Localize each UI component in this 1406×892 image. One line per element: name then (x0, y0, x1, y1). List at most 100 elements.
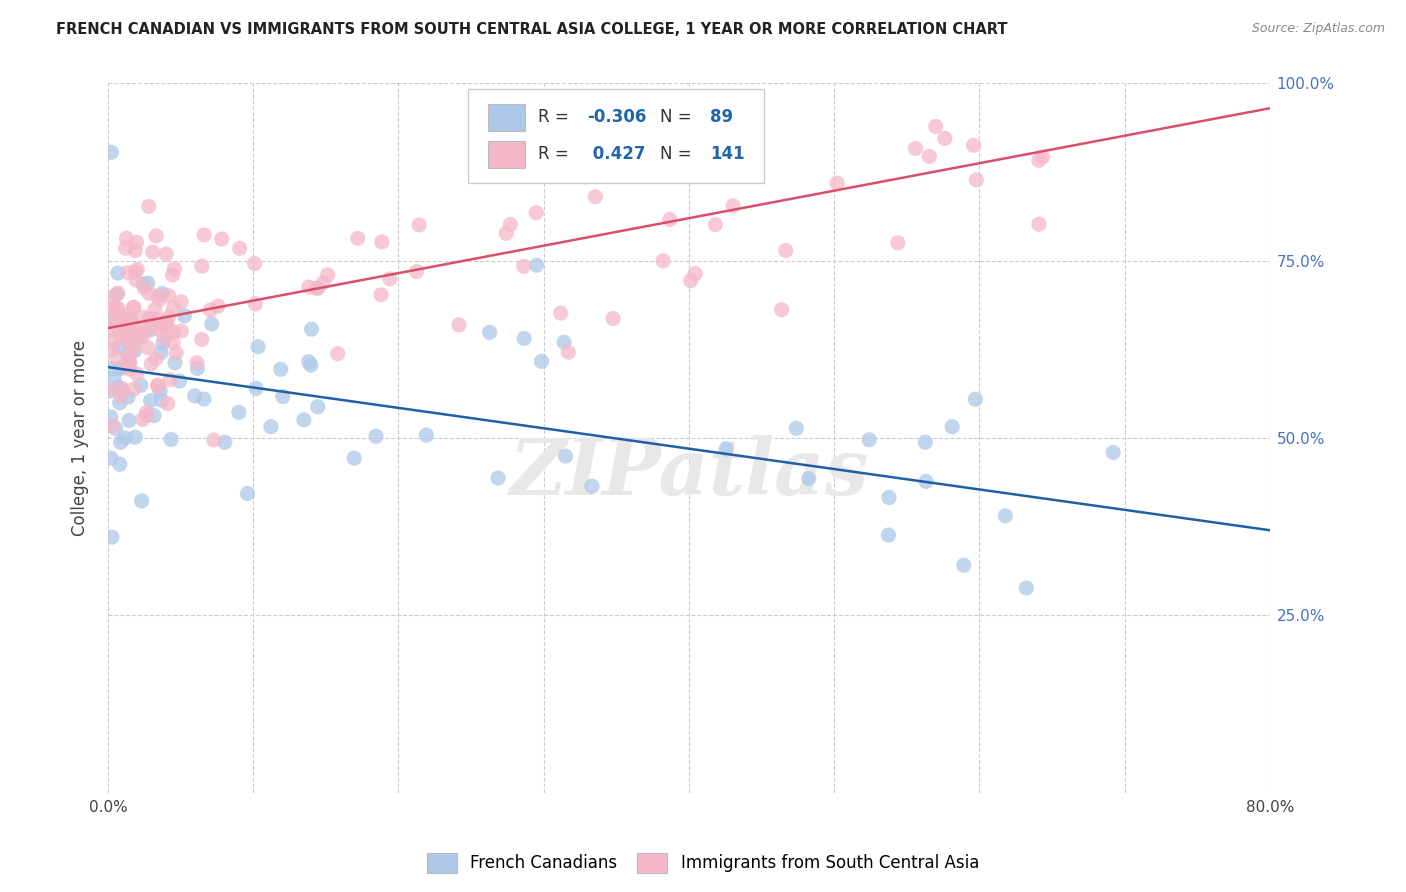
Point (486, 471, 509, 485)
Point (131, 494, 153, 508)
Point (236, 486, 259, 500)
Point (101, 530, 124, 544)
Point (153, 331, 176, 345)
Point (138, 311, 160, 326)
Point (131, 330, 153, 344)
Point (408, 218, 430, 232)
Text: 0.427: 0.427 (586, 145, 645, 163)
Point (108, 396, 131, 410)
Point (301, 322, 323, 336)
Point (211, 232, 233, 246)
Point (228, 405, 250, 419)
Point (155, 247, 177, 261)
Point (132, 277, 155, 292)
Point (129, 378, 152, 392)
Point (110, 310, 132, 325)
Point (170, 294, 193, 309)
Text: -0.306: -0.306 (586, 109, 645, 127)
Point (148, 293, 170, 307)
Point (526, 258, 548, 272)
Point (247, 340, 270, 354)
Point (904, 141, 927, 155)
Point (105, 304, 128, 318)
Point (307, 281, 329, 295)
Point (270, 362, 292, 376)
Point (554, 449, 576, 463)
Point (120, 314, 142, 328)
Point (111, 360, 134, 375)
Point (297, 354, 319, 368)
Point (925, 120, 948, 134)
Point (512, 260, 534, 274)
Point (915, 475, 938, 489)
Point (934, 131, 956, 145)
Point (202, 433, 225, 447)
Point (186, 361, 208, 376)
Bar (488, 141, 524, 168)
Point (478, 326, 501, 340)
Point (103, 371, 125, 385)
Point (299, 358, 322, 372)
Point (118, 362, 141, 376)
Point (152, 335, 174, 350)
Point (1015, 581, 1038, 595)
Point (100, 361, 122, 376)
Point (150, 392, 173, 407)
Point (108, 361, 131, 376)
Bar (488, 104, 524, 131)
Point (364, 429, 387, 443)
Text: R =: R = (538, 145, 568, 163)
Point (159, 373, 181, 387)
Point (190, 333, 212, 347)
Point (243, 256, 266, 270)
Point (142, 245, 165, 260)
Point (120, 312, 142, 326)
Point (914, 435, 936, 450)
Point (271, 390, 294, 404)
Point (141, 357, 163, 371)
Point (111, 331, 134, 345)
Point (118, 357, 141, 371)
Point (495, 227, 517, 241)
Point (124, 244, 146, 258)
Point (131, 330, 153, 344)
Point (100, 384, 122, 398)
Point (122, 339, 145, 353)
Point (124, 430, 146, 444)
Point (100, 323, 122, 337)
Point (101, 343, 124, 358)
Point (100, 145, 122, 160)
Point (447, 318, 470, 332)
Point (142, 311, 165, 326)
Point (1028, 153, 1050, 168)
Point (156, 317, 179, 331)
Point (797, 472, 820, 486)
Text: 89: 89 (710, 109, 733, 127)
Point (405, 264, 427, 278)
Point (105, 301, 128, 315)
Point (136, 276, 159, 290)
Point (118, 334, 141, 348)
Point (305, 282, 328, 296)
Point (553, 335, 575, 350)
Point (114, 431, 136, 445)
Point (100, 383, 122, 397)
Point (125, 273, 148, 287)
Point (952, 558, 974, 573)
Point (229, 241, 252, 255)
Point (125, 327, 148, 342)
Point (136, 341, 159, 355)
Point (125, 323, 148, 337)
Point (122, 382, 145, 396)
Point (122, 301, 145, 315)
Point (125, 235, 148, 250)
Point (131, 412, 153, 426)
Point (1028, 217, 1050, 231)
Point (115, 231, 138, 245)
Point (150, 317, 173, 331)
Text: N =: N = (659, 145, 692, 163)
Point (193, 227, 215, 242)
Point (138, 199, 160, 213)
Point (149, 346, 172, 360)
Point (120, 346, 142, 360)
